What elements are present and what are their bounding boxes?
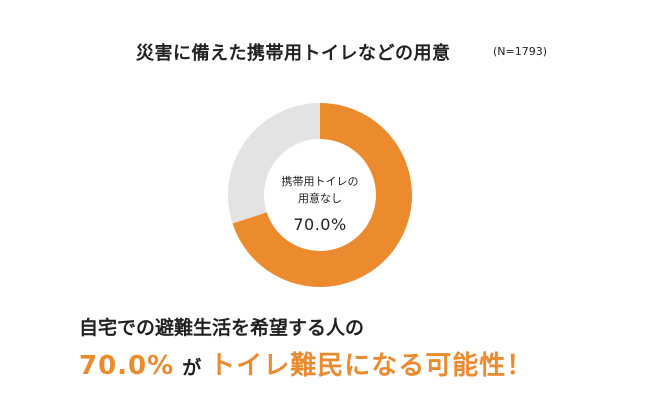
- highlight-percent: 70.0%: [79, 351, 175, 381]
- donut-slice-0: [232, 103, 413, 287]
- chart-title: 災害に備えた携帯用トイレなどの用意: [136, 43, 451, 64]
- highlight-particle: が: [182, 357, 202, 379]
- center-value: 70.0%: [293, 215, 347, 234]
- donut-slice-1: [228, 103, 320, 224]
- headline: 自宅での避難生活を希望する人の: [79, 317, 365, 339]
- center-label-line-1: 携帯用トイレの: [281, 175, 359, 188]
- center-label: 携帯用トイレの 用意なし: [240, 173, 400, 207]
- center-label-line-2: 用意なし: [298, 192, 342, 205]
- sample-size: (N=1793): [493, 45, 548, 58]
- highlight-tail: トイレ難民になる可能性！: [209, 351, 534, 381]
- highlight-line: 70.0% がトイレ難民になる可能性！: [79, 345, 533, 382]
